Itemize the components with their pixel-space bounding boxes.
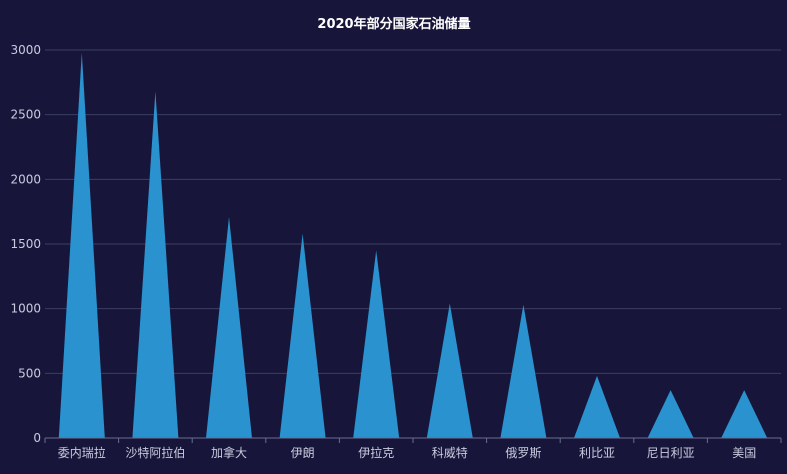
bar-7 (574, 375, 620, 438)
x-tick-label: 利比亚 (579, 446, 615, 460)
bar-8 (647, 390, 694, 438)
bar-2 (206, 216, 252, 438)
x-tick-label: 沙特阿拉伯 (125, 445, 185, 460)
axis-layer: 0 500 1000 1500 2000 2500 3000 委内瑞拉 沙特阿拉伯 加拿大 伊朗 伊拉… (10, 43, 782, 460)
x-tick-label: 委内瑞拉 (58, 445, 106, 460)
x-tick-label: 科威特 (432, 445, 468, 460)
x-tick-label: 伊拉克 (358, 445, 394, 460)
y-tick-label: 1500 (10, 237, 41, 251)
y-tick-label: 2500 (10, 108, 41, 122)
bars-layer (58, 52, 768, 439)
y-tick-label: 0 (33, 431, 41, 445)
bar-5 (426, 303, 473, 438)
bar-3 (279, 233, 326, 438)
x-tick-label: 尼日利亚 (647, 446, 695, 460)
bar-0 (58, 52, 105, 438)
bar-6 (500, 304, 547, 438)
bar-1 (132, 91, 179, 439)
chart-title: 2020年部分国家石油储量 (317, 16, 470, 32)
x-tick-label: 俄罗斯 (505, 446, 541, 460)
x-tick-label: 美国 (732, 446, 756, 460)
y-tick-label: 3000 (10, 43, 41, 57)
x-tick-label: 伊朗 (291, 446, 315, 460)
bar-9 (721, 390, 768, 438)
bar-4 (353, 250, 400, 438)
y-tick-label: 500 (18, 366, 41, 380)
x-tick-label: 加拿大 (211, 445, 247, 460)
y-tick-label: 2000 (10, 172, 41, 186)
y-tick-label: 1000 (10, 302, 41, 316)
